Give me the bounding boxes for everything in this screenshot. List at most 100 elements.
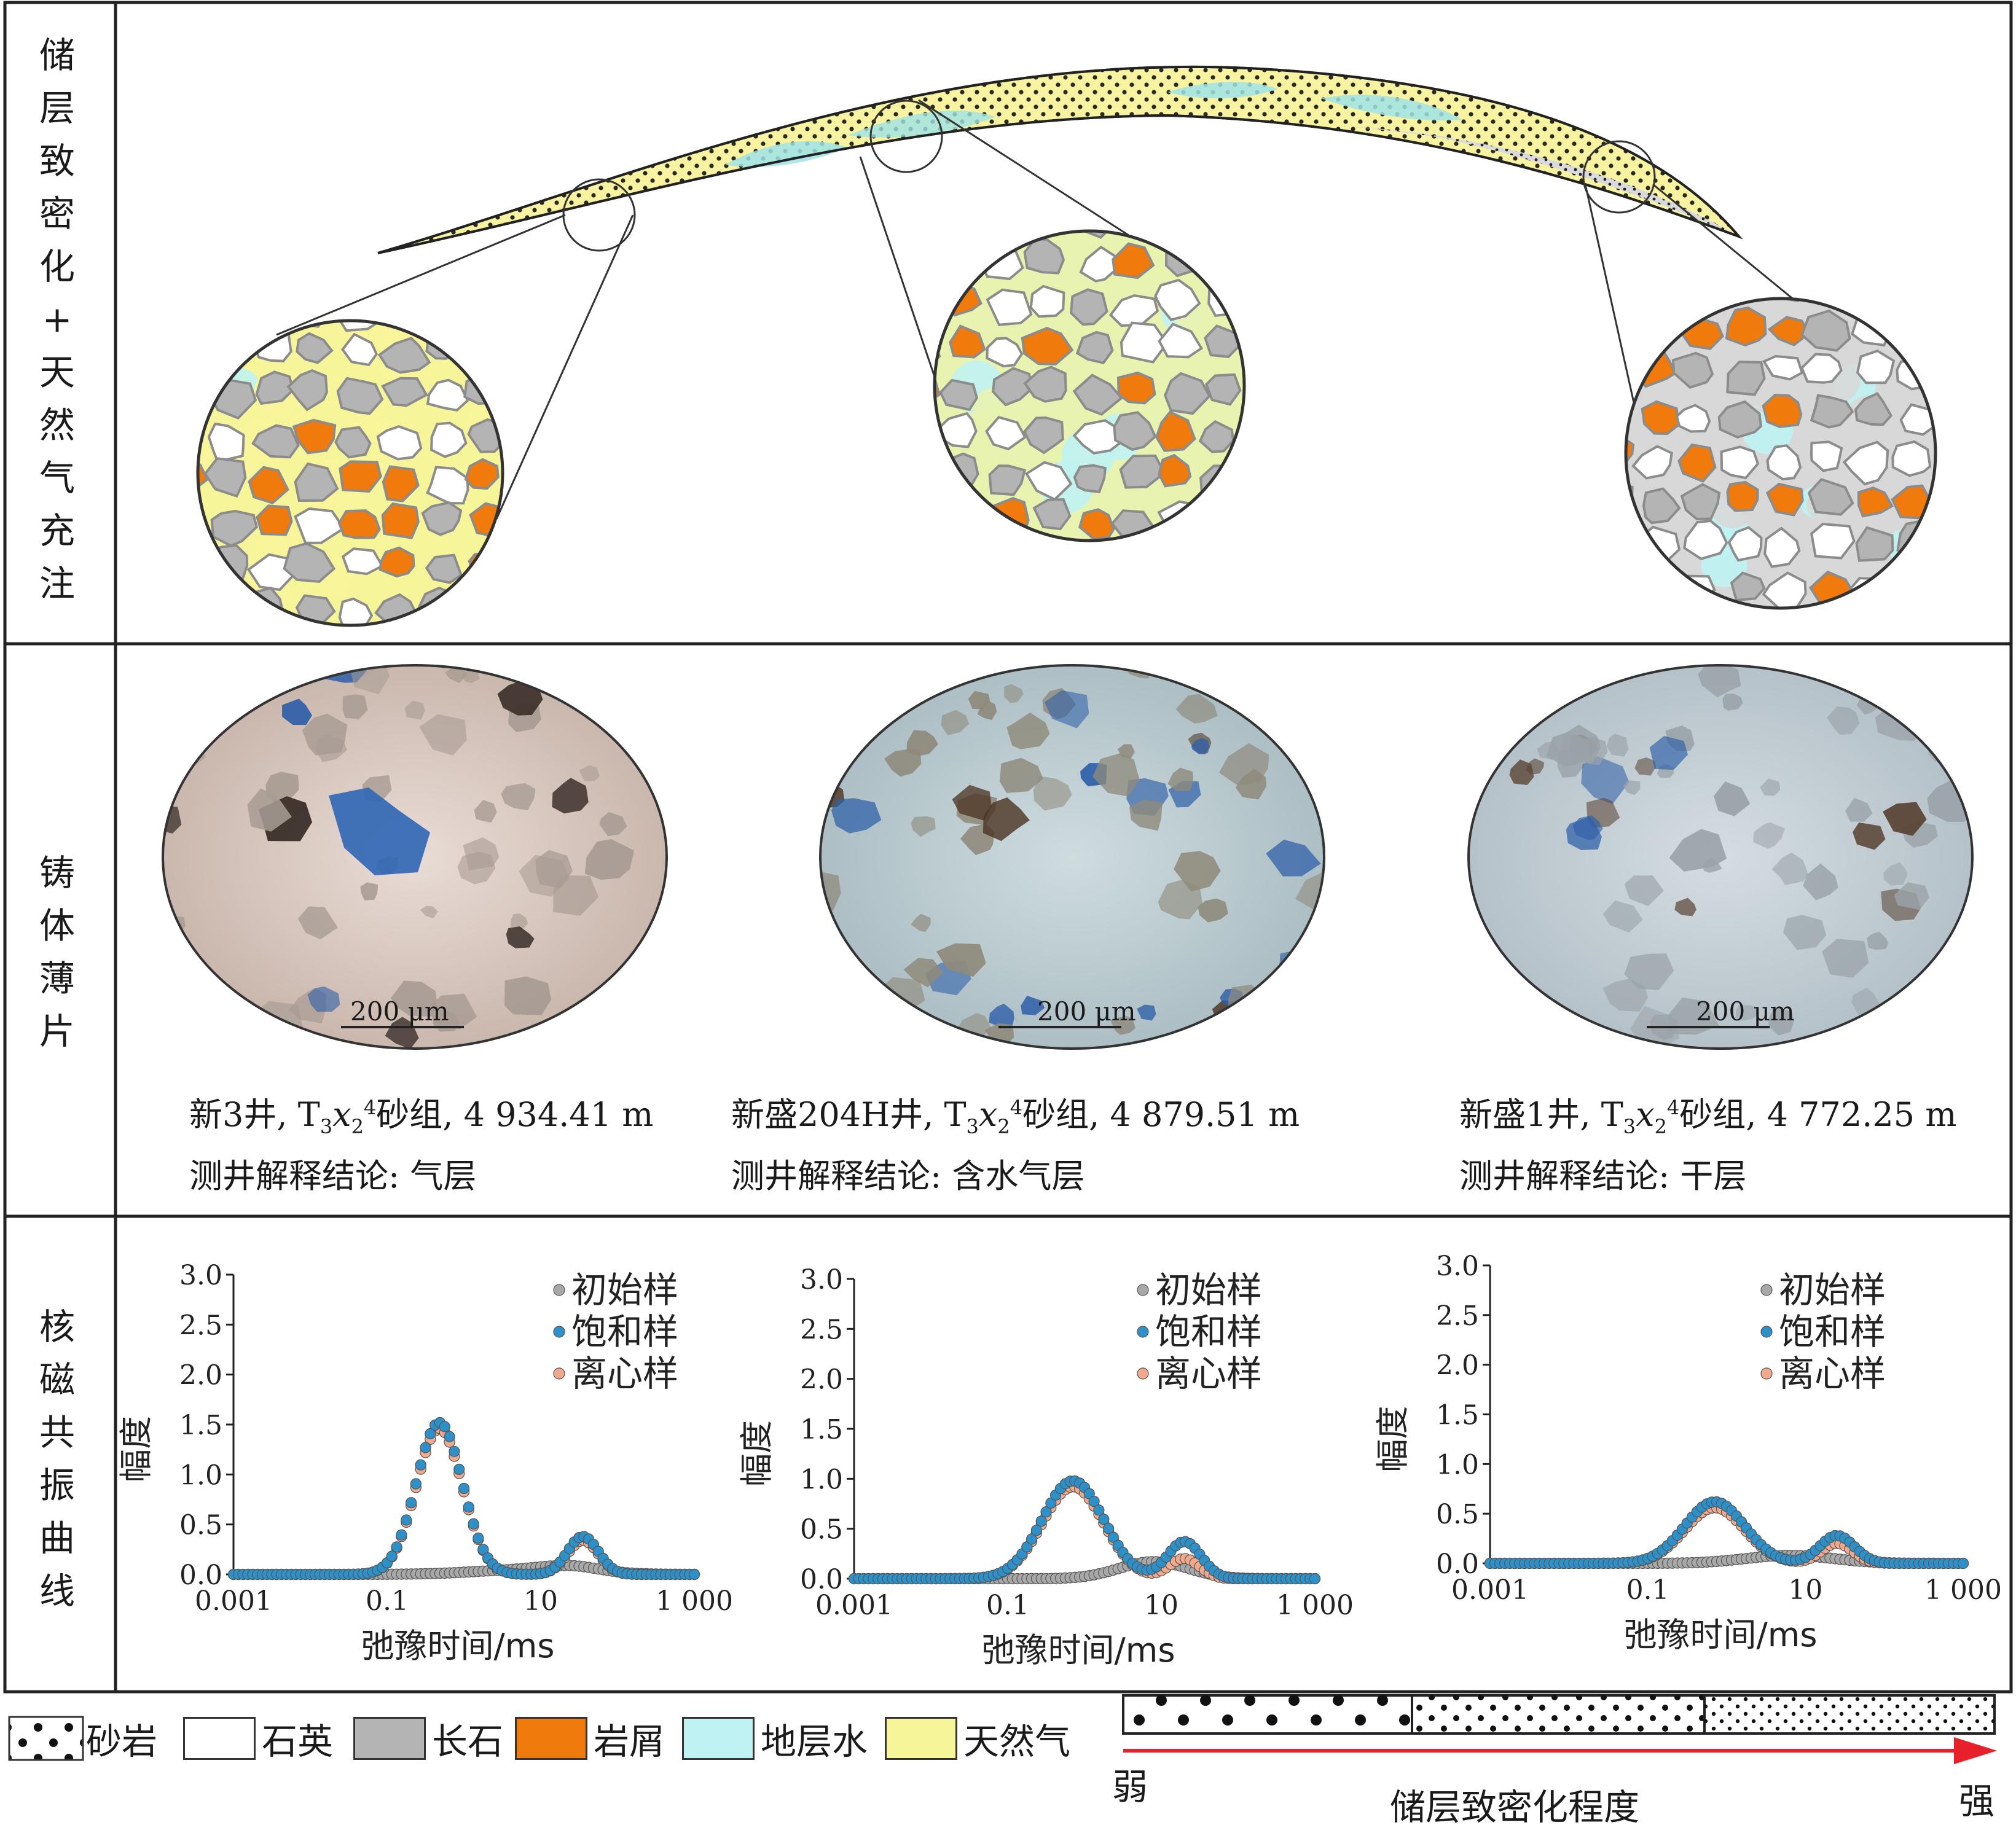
magnified-circle-right [1624, 297, 1937, 610]
legend-lithic: 岩屑 [515, 1717, 665, 1762]
data-point [439, 1421, 450, 1433]
y-tick-label: 0.0 [800, 1564, 843, 1595]
legend-formation-water: 地层水 [682, 1717, 868, 1762]
row-label-char: 充 [39, 510, 75, 552]
data-point [415, 1459, 426, 1471]
gradient-title: 储层致密化程度 [1390, 1786, 1640, 1828]
y-tick-label: 1.0 [179, 1460, 222, 1491]
row-label-char: 薄 [39, 958, 75, 999]
row-label-char: 密 [39, 193, 75, 235]
row-label-char: + [42, 299, 73, 340]
gradient-strong-label: 强 [1959, 1780, 1995, 1822]
row-label-char: 致 [39, 140, 75, 182]
densification-bar [1122, 1694, 1997, 1764]
data-point [1098, 1514, 1110, 1525]
y-tick-label: 3.0 [800, 1264, 843, 1296]
data-point [473, 1532, 484, 1544]
row-label-char: 化 [39, 246, 75, 287]
row-label-char: 铸 [39, 852, 75, 894]
data-point [463, 1501, 474, 1513]
sample-caption-2: 新盛204H井, T3x24砂组, 4 879.51 m [731, 1095, 1300, 1138]
legend-marker [1137, 1326, 1149, 1338]
y-tick-label: 1.5 [800, 1414, 843, 1445]
nmr-chart-2: 0.0 0.5 1.0 1.5 2.0 2.5 3.0 0.001 0.1 10 1 000 弛豫时间… [737, 1264, 1354, 1670]
y-tick-label: 2.5 [1436, 1300, 1479, 1332]
data-point [386, 1550, 398, 1562]
legend-label: 离心样 [571, 1353, 678, 1394]
data-point [1030, 1525, 1043, 1536]
series-1 [227, 1417, 700, 1581]
row-label-densification: 储层致密化 + 天然气充注 [11, 25, 103, 614]
row-label-char: 核 [39, 1306, 75, 1348]
legend-label: 初始样 [1155, 1269, 1262, 1311]
row-label-char: 体 [39, 905, 75, 947]
data-point [425, 1428, 436, 1440]
data-point [401, 1514, 412, 1526]
legend-label: 初始样 [571, 1269, 678, 1311]
x-tick-label: 10 [1144, 1590, 1179, 1621]
nmr-chart-3: 0.0 0.5 1.0 1.5 2.0 2.5 3.0 0.001 0.1 10 1 000 弛豫时间… [1373, 1251, 2002, 1654]
row-label-thin-section: 铸体薄片 [11, 842, 103, 1063]
x-axis-label: 弛豫时间/ms [361, 1627, 555, 1665]
row-label-char: 天 [39, 351, 75, 393]
x-tick-label: 1 000 [1276, 1590, 1354, 1621]
data-point [1107, 1531, 1120, 1543]
y-tick-label: 3.0 [179, 1260, 222, 1291]
x-tick-label: 10 [1788, 1574, 1822, 1606]
data-point [477, 1544, 489, 1555]
x-tick-label: 0.1 [1626, 1574, 1669, 1606]
x-tick-label: 0.1 [986, 1590, 1029, 1621]
data-point [458, 1482, 470, 1495]
thin-section-image-2 [819, 664, 1325, 1050]
row-label-char: 线 [39, 1570, 75, 1612]
y-axis-label: 幅度 [1373, 1406, 1412, 1472]
legend-label: 离心样 [1155, 1353, 1262, 1394]
x-axis-label: 弛豫时间/ms [1624, 1616, 1818, 1654]
legend-marker [553, 1367, 565, 1380]
legend-marker [1760, 1284, 1773, 1296]
row-label-char: 层 [39, 87, 75, 129]
x-tick-label: 1 000 [656, 1585, 733, 1617]
legend-marker [1760, 1326, 1773, 1338]
series-2 [227, 1423, 700, 1581]
series-1 [1484, 1496, 1969, 1569]
x-tick-label: 0.001 [1451, 1574, 1529, 1606]
legend-sandstone: 砂岩 [86, 1721, 158, 1762]
y-tick-label: 1.0 [1436, 1449, 1479, 1480]
row-label-char: 磁 [39, 1359, 75, 1401]
data-point [1088, 1496, 1100, 1507]
row-label-char: 然 [39, 404, 75, 446]
legend-label: 初始样 [1779, 1269, 1886, 1311]
x-tick-label: 0.001 [195, 1585, 272, 1617]
y-tick-label: 0.0 [179, 1560, 222, 1591]
data-point [1309, 1573, 1321, 1585]
magnified-circle-center [933, 229, 1246, 542]
data-point [453, 1463, 465, 1475]
reservoir-lens [377, 65, 1743, 254]
x-axis-label: 弛豫时间/ms [982, 1631, 1175, 1670]
row-label-char: 气 [39, 457, 75, 499]
data-point [1093, 1504, 1105, 1516]
scale-bar-label-1: 200 μm [350, 996, 449, 1026]
row-label-char: 储 [39, 34, 75, 76]
data-point [688, 1568, 700, 1581]
y-tick-label: 1.5 [179, 1410, 222, 1441]
row-label-char: 共 [39, 1412, 75, 1453]
data-point [468, 1518, 479, 1530]
x-tick-label: 10 [524, 1585, 558, 1617]
nmr-chart-1: 0.0 0.5 1.0 1.5 2.0 2.5 3.0 0.001 0.1 10 1 000 弛豫时间… [117, 1260, 733, 1665]
sample-caption-1: 新3井, T3x24砂组, 4 934.41 m [189, 1095, 654, 1138]
x-tick-label: 0.1 [366, 1585, 409, 1617]
row-label-char: 振 [39, 1464, 75, 1506]
y-tick-label: 3.0 [1436, 1251, 1479, 1282]
scale-bar-label-3: 200 μm [1696, 996, 1795, 1026]
x-tick-label: 0.001 [815, 1590, 893, 1621]
y-tick-label: 2.5 [800, 1314, 843, 1345]
row-label-char: 片 [39, 1010, 75, 1052]
legend-marker [1137, 1367, 1149, 1380]
y-tick-label: 1.5 [1436, 1400, 1479, 1431]
sample-caption-3: 新盛1井, T3x24砂组, 4 772.25 m [1459, 1095, 1957, 1138]
row-label-nmr: 核磁共振曲线 [11, 1296, 103, 1622]
conclusion-caption-3: 测井解释结论: 干层 [1459, 1157, 1747, 1195]
